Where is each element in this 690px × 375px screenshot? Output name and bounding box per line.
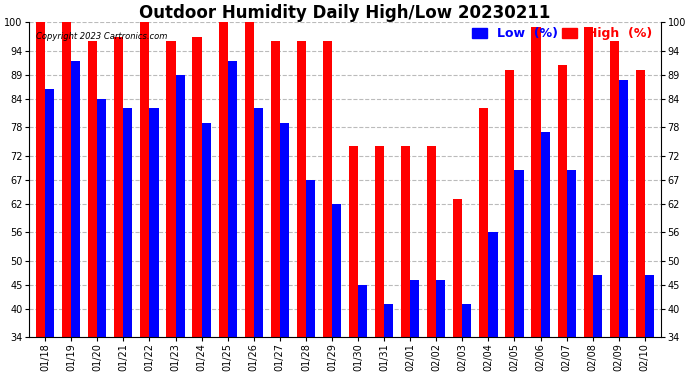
Bar [270, 41, 280, 337]
Bar [71, 60, 80, 337]
Bar [384, 304, 393, 337]
Bar [427, 146, 436, 337]
Bar [115, 37, 124, 337]
Bar [201, 123, 210, 337]
Bar [401, 146, 410, 337]
Bar [410, 280, 420, 337]
Bar [610, 41, 619, 337]
Bar [462, 304, 471, 337]
Bar [124, 108, 132, 337]
Bar [584, 27, 593, 337]
Bar [219, 22, 228, 337]
Bar [531, 27, 540, 337]
Bar [593, 275, 602, 337]
Bar [515, 170, 524, 337]
Bar [453, 199, 462, 337]
Bar [619, 80, 628, 337]
Bar [566, 170, 575, 337]
Bar [480, 108, 489, 337]
Bar [193, 37, 201, 337]
Text: Copyright 2023 Cartronics.com: Copyright 2023 Cartronics.com [36, 32, 167, 41]
Bar [297, 41, 306, 337]
Bar [62, 22, 71, 337]
Title: Outdoor Humidity Daily High/Low 20230211: Outdoor Humidity Daily High/Low 20230211 [139, 4, 551, 22]
Bar [254, 108, 263, 337]
Bar [332, 204, 341, 337]
Bar [505, 70, 515, 337]
Bar [228, 60, 237, 337]
Bar [280, 123, 289, 337]
Bar [36, 22, 45, 337]
Legend: Low  (%), High  (%): Low (%), High (%) [467, 22, 658, 45]
Bar [140, 22, 150, 337]
Bar [558, 65, 566, 337]
Bar [175, 75, 185, 337]
Bar [88, 41, 97, 337]
Bar [489, 232, 497, 337]
Bar [349, 146, 358, 337]
Bar [150, 108, 159, 337]
Bar [645, 275, 654, 337]
Bar [323, 41, 332, 337]
Bar [375, 146, 384, 337]
Bar [635, 70, 645, 337]
Bar [97, 99, 106, 337]
Bar [540, 132, 550, 337]
Bar [358, 285, 367, 337]
Bar [166, 41, 175, 337]
Bar [245, 22, 254, 337]
Bar [436, 280, 445, 337]
Bar [45, 89, 55, 337]
Bar [306, 180, 315, 337]
